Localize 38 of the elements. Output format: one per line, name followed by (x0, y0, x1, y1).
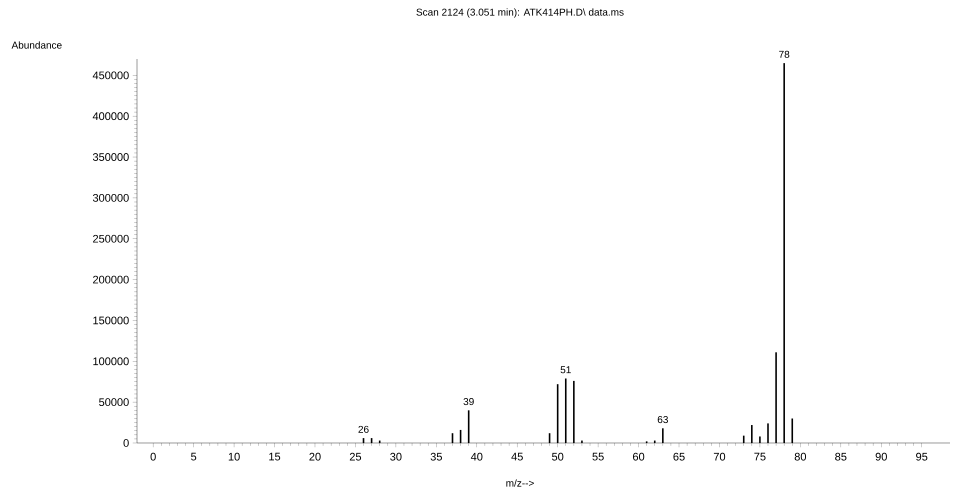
x-tick-label: 10 (228, 452, 240, 461)
y-tick-label: 250000 (93, 234, 129, 243)
y-tick-label: 350000 (92, 153, 129, 161)
y-tick-label: 400000 (92, 112, 129, 120)
y-tick-label: 0 (124, 439, 129, 447)
x-tick-label: 80 (794, 452, 806, 461)
y-tick-label: 300000 (92, 194, 129, 202)
annotation: 63 (658, 416, 668, 424)
y-tick-label: 150000 (93, 316, 129, 324)
annotation: 39 (463, 398, 474, 406)
x-tick-label: 30 (390, 452, 402, 461)
x-tick-label: 0 (150, 452, 156, 461)
y-tick-label: 450000 (92, 71, 129, 80)
chart-title: Scan 2124 (3.051 min): ATK414PH.D\ data.ms (416, 8, 624, 18)
y-axis-title: Abundance (12, 41, 62, 49)
x-tick-label: 90 (876, 452, 887, 461)
x-tick-label: 20 (309, 452, 321, 461)
x-tick-label: 45 (511, 452, 523, 460)
annotation: 26 (358, 426, 369, 433)
x-tick-label: 40 (470, 452, 482, 461)
x-axis-title: m/z--> (506, 479, 534, 487)
x-tick-label: 75 (754, 452, 766, 460)
x-tick-label: 35 (430, 452, 442, 461)
x-tick-label: 25 (350, 452, 362, 461)
x-tick-label: 85 (835, 452, 846, 461)
y-tick-label: 50000 (99, 398, 129, 406)
annotation: 78 (779, 50, 790, 58)
x-tick-label: 50 (552, 452, 564, 461)
x-tick-label: 65 (673, 452, 685, 461)
annotation: 51 (560, 366, 571, 374)
x-tick-label: 95 (916, 452, 928, 461)
x-tick-label: 5 (191, 452, 196, 460)
y-tick-label: 200000 (93, 276, 129, 284)
x-tick-label: 70 (714, 452, 726, 461)
x-tick-label: 15 (269, 452, 280, 460)
x-tick-label: 55 (592, 452, 604, 460)
x-tick-label: 60 (633, 452, 644, 461)
y-tick-label: 100000 (93, 357, 129, 366)
